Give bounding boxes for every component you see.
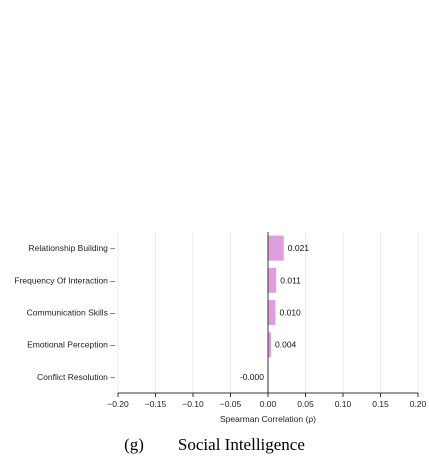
x-tick-label: −0.10 [182,399,204,409]
value-label: 0.010 [280,308,302,318]
x-axis-title: Spearman Correlation (ρ) [220,414,316,424]
bar [268,235,284,261]
category-label: Communication Skills – [27,308,116,318]
value-label: 0.021 [288,243,310,253]
x-tick-label: 0.20 [410,399,427,409]
value-label: 0.004 [275,340,297,350]
x-tick-label: 0.05 [297,399,314,409]
x-tick-label: −0.05 [220,399,242,409]
category-label: Conflict Resolution – [37,372,115,382]
panel-label: (g) [124,435,144,454]
bar [268,267,277,293]
category-label: Relationship Building – [29,243,116,253]
x-tick-label: −0.20 [107,399,129,409]
x-tick-label: 0.15 [372,399,389,409]
value-label: 0.011 [280,275,301,285]
bar [268,300,276,325]
x-tick-label: 0.00 [260,399,277,409]
category-label: Emotional Perception – [27,340,115,350]
figure-caption: (g) Social Intelligence [0,435,429,455]
x-ticks: −0.20 −0.15 −0.10 −0.05 0.00 0.05 0.10 0.15 0.20 [107,393,427,409]
category-label: Frequency Of Interaction – [14,275,115,285]
value-label: -0.000 [240,372,264,382]
x-tick-label: 0.10 [335,399,352,409]
category-labels: Relationship Building – Frequency Of Inte… [14,243,115,382]
caption-title: Social Intelligence [177,435,305,454]
bar-chart: −0.20 −0.15 −0.10 −0.05 0.00 0.05 0.10 0.15 0.20… [14,232,427,424]
bar [268,332,271,358]
x-tick-label: −0.15 [145,399,167,409]
value-labels: 0.021 0.011 0.010 0.004 -0.000 [240,243,309,382]
